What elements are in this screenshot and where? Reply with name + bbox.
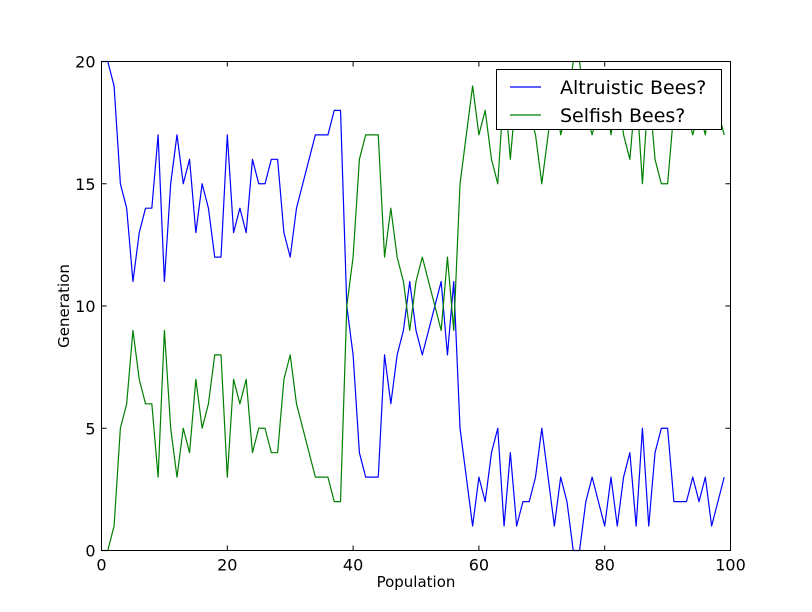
x-tick-label: 80 — [595, 556, 615, 575]
y-tick-label: 20 — [75, 53, 95, 72]
y-axis-label: Generation — [55, 264, 73, 348]
y-tick-label: 5 — [85, 419, 95, 438]
legend-label-selfish: Selfish Bees? — [560, 105, 685, 127]
axis-tick-labels: 0 20 40 60 80 100 0 5 10 15 20 — [75, 53, 746, 575]
x-axis-label: Population — [377, 573, 456, 591]
x-tick-label: 100 — [715, 556, 746, 575]
y-tick-label: 10 — [75, 297, 95, 316]
x-tick-label: 0 — [96, 556, 106, 575]
y-tick-label: 15 — [75, 175, 95, 194]
legend-box — [496, 69, 722, 130]
legend: Altruistic Bees? Selfish Bees? — [496, 69, 722, 130]
x-tick-label: 20 — [217, 556, 237, 575]
axis-ticks — [101, 61, 731, 551]
legend-label-altruistic: Altruistic Bees? — [560, 77, 706, 99]
y-tick-label: 0 — [85, 542, 95, 561]
x-tick-label: 40 — [343, 556, 363, 575]
x-tick-label: 60 — [469, 556, 489, 575]
